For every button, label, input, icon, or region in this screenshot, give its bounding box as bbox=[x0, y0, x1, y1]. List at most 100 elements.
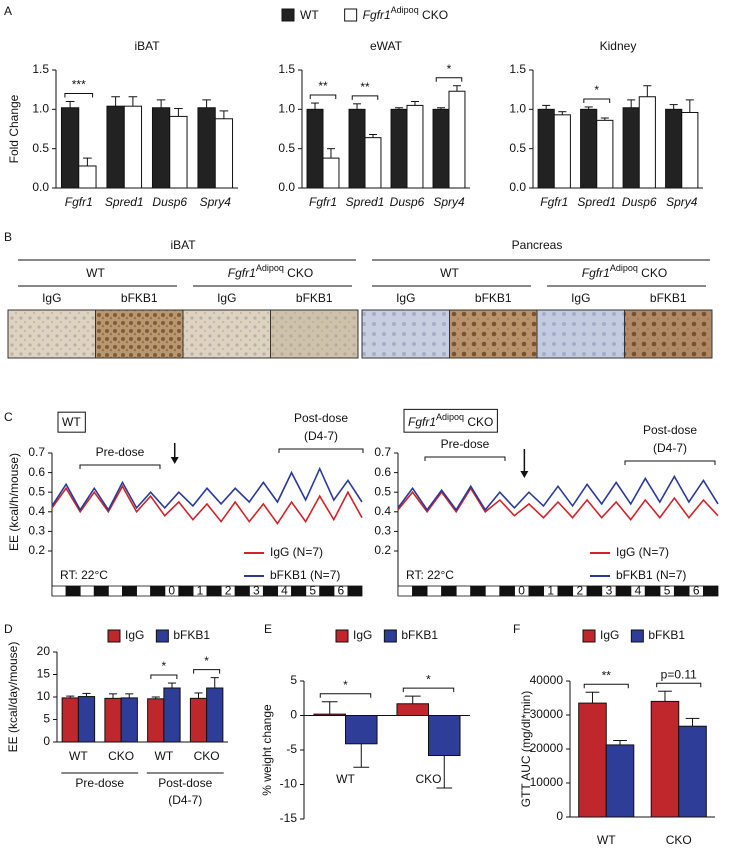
image-label: IgG bbox=[217, 291, 236, 305]
y-tick-label: 1.0 bbox=[509, 102, 526, 116]
x-tick-label: 4 bbox=[635, 584, 642, 598]
light-dark-block bbox=[455, 585, 472, 597]
legend-label: IgG (N=7) bbox=[270, 545, 323, 559]
bar bbox=[61, 697, 79, 743]
panel-box bbox=[403, 408, 498, 433]
x-tick-label: Dusp6 bbox=[622, 195, 657, 209]
significance-bracket bbox=[64, 92, 94, 98]
y-tick-label: 0.7 bbox=[28, 445, 45, 459]
light-dark-block bbox=[79, 585, 95, 597]
bar bbox=[78, 165, 97, 189]
image-group-title: iBAT bbox=[170, 238, 196, 252]
panel-label: D bbox=[4, 622, 13, 636]
panel-box-label-part: Adipoq bbox=[436, 412, 464, 422]
series-line bbox=[51, 484, 363, 525]
error-bar bbox=[353, 743, 370, 768]
bar bbox=[313, 713, 346, 716]
y-axis-title: Fold Change bbox=[7, 94, 21, 163]
y-axis-title: % weight change bbox=[260, 704, 274, 796]
error-bar bbox=[66, 695, 75, 698]
significance-bracket bbox=[583, 683, 629, 689]
micrograph-texture bbox=[449, 309, 538, 359]
legend-label: Fgfr1Adipoq CKO bbox=[363, 5, 448, 22]
condition-label: RT: 22°C bbox=[60, 568, 108, 582]
bar bbox=[537, 108, 555, 189]
x-tick-label: 1 bbox=[197, 584, 204, 598]
x-tick-label: Spry4 bbox=[200, 195, 232, 209]
y-axis-title: EE (kcal/h/mouse) bbox=[7, 453, 21, 551]
bar bbox=[77, 696, 96, 743]
legend-swatch bbox=[335, 629, 349, 643]
x-tick-label: WT bbox=[155, 749, 174, 763]
bar bbox=[104, 697, 122, 743]
y-axis-title: EE (kcal/day/mouse) bbox=[6, 642, 20, 753]
y-tick-label: 0.5 bbox=[509, 141, 526, 155]
x-tick-label: CKO bbox=[415, 772, 441, 786]
x-tick-label: CKO bbox=[108, 749, 134, 763]
bar bbox=[553, 114, 571, 189]
error-bar bbox=[128, 96, 138, 107]
y-tick-label: -15 bbox=[280, 811, 298, 825]
y-tick-label: 1.5 bbox=[278, 62, 295, 76]
significance-bracket bbox=[583, 98, 611, 103]
significance-bracket bbox=[309, 94, 337, 100]
significance-label: * bbox=[343, 678, 348, 692]
x-tick-label: Spred1 bbox=[346, 195, 385, 209]
image-subgroup-title: WT bbox=[440, 266, 459, 280]
series-line bbox=[397, 486, 719, 521]
significance-bracket bbox=[656, 682, 702, 688]
y-tick-label: 1.5 bbox=[32, 62, 49, 76]
group-label: (D4-7) bbox=[168, 793, 202, 807]
bar bbox=[206, 687, 224, 743]
y-tick-label: 0.6 bbox=[28, 465, 45, 479]
panel-box-label: Fgfr1Adipoq CKO bbox=[408, 412, 493, 429]
error-bar bbox=[321, 701, 338, 715]
legend-label: IgG bbox=[353, 628, 372, 642]
chart-title: iBAT bbox=[134, 39, 160, 53]
period-bracket bbox=[278, 448, 364, 453]
legend-swatch bbox=[281, 8, 295, 22]
period-bracket bbox=[79, 464, 161, 469]
legend-swatch bbox=[344, 8, 358, 22]
micrograph-texture bbox=[361, 309, 450, 359]
y-tick-label: 40000 bbox=[530, 673, 564, 687]
light-dark-block bbox=[426, 585, 443, 597]
error-bar bbox=[311, 102, 320, 110]
legend-label: bFKB1 (N=7) bbox=[270, 568, 340, 582]
image-label: bFKB1 bbox=[121, 291, 158, 305]
panel-label: E bbox=[264, 622, 272, 636]
error-bar bbox=[368, 134, 377, 138]
period-label: Pre-dose bbox=[96, 445, 145, 459]
light-dark-block bbox=[615, 585, 632, 597]
bar bbox=[163, 687, 181, 743]
error-bar bbox=[174, 108, 183, 117]
panel-box-label-part: Fgfr1 bbox=[408, 415, 436, 429]
x-tick-label: CKO bbox=[194, 749, 220, 763]
y-tick-label: 0.6 bbox=[374, 465, 391, 479]
x-tick-label: Spry4 bbox=[433, 195, 465, 209]
legend-swatch bbox=[155, 629, 169, 643]
x-tick-label: WT bbox=[69, 749, 88, 763]
image-subgroup-title-part: WT bbox=[86, 266, 105, 280]
bar bbox=[432, 108, 450, 189]
x-tick-label: 5 bbox=[664, 584, 671, 598]
bar bbox=[60, 107, 80, 189]
bar bbox=[169, 115, 188, 189]
error-bar bbox=[167, 682, 177, 688]
y-tick-label: 0.5 bbox=[374, 484, 391, 498]
error-bar bbox=[83, 157, 92, 166]
panel-label: B bbox=[4, 230, 12, 244]
bar bbox=[151, 107, 171, 189]
error-bar bbox=[82, 692, 91, 697]
error-bar bbox=[404, 695, 421, 704]
image-label: bFKB1 bbox=[650, 291, 687, 305]
error-bar bbox=[194, 692, 203, 699]
bar bbox=[364, 137, 382, 189]
bar bbox=[214, 118, 234, 189]
panel-label: C bbox=[4, 410, 13, 424]
light-dark-block bbox=[586, 585, 603, 597]
bar bbox=[681, 111, 699, 189]
significance-bracket bbox=[435, 77, 463, 82]
y-tick-label: 0.4 bbox=[374, 504, 391, 518]
dose-arrowhead bbox=[520, 471, 529, 478]
